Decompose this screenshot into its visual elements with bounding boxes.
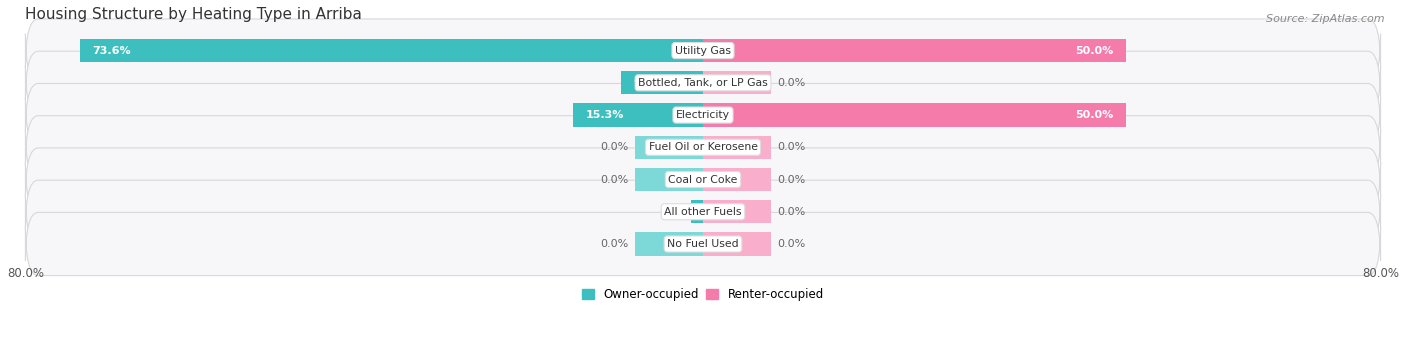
Text: 50.0%: 50.0% (1076, 46, 1114, 56)
Bar (636, 233, 703, 256)
Legend: Owner-occupied, Renter-occupied: Owner-occupied, Renter-occupied (578, 284, 828, 306)
Text: 0.0%: 0.0% (600, 175, 628, 184)
Text: Housing Structure by Heating Type in Arriba: Housing Structure by Heating Type in Arr… (25, 7, 363, 22)
FancyBboxPatch shape (25, 148, 1381, 211)
FancyBboxPatch shape (25, 116, 1381, 179)
FancyBboxPatch shape (25, 84, 1381, 147)
Bar (703, 39, 1126, 62)
Bar (703, 71, 770, 94)
Bar (703, 200, 770, 223)
Text: 0.0%: 0.0% (778, 78, 806, 88)
FancyBboxPatch shape (25, 212, 1381, 276)
Text: 0.0%: 0.0% (778, 239, 806, 249)
Bar (703, 233, 770, 256)
Text: Electricity: Electricity (676, 110, 730, 120)
Text: Source: ZipAtlas.com: Source: ZipAtlas.com (1267, 14, 1385, 24)
Text: 9.7%: 9.7% (634, 78, 665, 88)
Bar (80, 39, 703, 62)
Text: 50.0%: 50.0% (1076, 110, 1114, 120)
Bar (636, 168, 703, 191)
Bar (692, 200, 703, 223)
Bar (621, 71, 703, 94)
FancyBboxPatch shape (25, 51, 1381, 114)
Text: Coal or Coke: Coal or Coke (668, 175, 738, 184)
Text: 0.0%: 0.0% (778, 142, 806, 152)
Text: 73.6%: 73.6% (93, 46, 131, 56)
Bar (703, 103, 1126, 127)
Text: 0.0%: 0.0% (600, 239, 628, 249)
Text: 0.0%: 0.0% (778, 175, 806, 184)
Text: Utility Gas: Utility Gas (675, 46, 731, 56)
Bar (703, 168, 770, 191)
Text: 15.3%: 15.3% (586, 110, 624, 120)
Text: 1.4%: 1.4% (704, 207, 735, 217)
Bar (703, 136, 770, 159)
Text: 0.0%: 0.0% (778, 207, 806, 217)
Text: Bottled, Tank, or LP Gas: Bottled, Tank, or LP Gas (638, 78, 768, 88)
Bar (574, 103, 703, 127)
Bar (636, 136, 703, 159)
FancyBboxPatch shape (25, 19, 1381, 82)
Text: Fuel Oil or Kerosene: Fuel Oil or Kerosene (648, 142, 758, 152)
Text: No Fuel Used: No Fuel Used (668, 239, 738, 249)
FancyBboxPatch shape (25, 180, 1381, 243)
Text: 0.0%: 0.0% (600, 142, 628, 152)
Text: All other Fuels: All other Fuels (664, 207, 742, 217)
